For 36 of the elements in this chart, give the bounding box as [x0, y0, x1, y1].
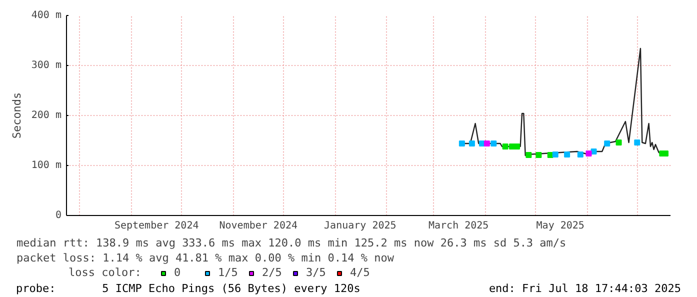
point	[468, 140, 475, 146]
y-tick-label: 200 m	[31, 110, 62, 121]
text: probe: 5 ICMP Echo Pings (56 Bytes) every 120s	[16, 282, 360, 296]
text: packet loss: 1.14 % avg 41.81 % max 0.00 % min 0.14 % now	[16, 252, 394, 264]
text: median rtt: 138.9 ms avg 333.6 ms max 120.0 ms min 125.2 ms now 26.3 ms sd 5.3 am/s	[16, 236, 566, 250]
legend-label: 2/5	[262, 266, 282, 279]
x-tick-label: May 2025	[536, 220, 584, 232]
y-tick-label: 400 m	[31, 10, 62, 21]
y-tick-label: 300 m	[31, 60, 62, 71]
y-tick-label: 0	[55, 210, 62, 221]
legend-label: 0	[174, 266, 182, 279]
point	[526, 152, 532, 158]
point	[536, 152, 542, 158]
legend-label: 4/5	[350, 266, 370, 279]
point	[586, 150, 592, 156]
point	[552, 152, 558, 158]
text: end: Fri Jul 18 17:44:03 2025	[488, 282, 681, 296]
point	[484, 140, 490, 146]
x-tick-label: January 2025	[324, 220, 396, 232]
x-tick-label: November 2024	[219, 220, 298, 232]
point	[590, 148, 597, 154]
point	[634, 140, 640, 146]
y-tick-label: 100 m	[31, 160, 62, 171]
x-tick-label: September 2024	[114, 220, 199, 232]
x-tick-label: March 2025	[428, 220, 489, 232]
legend-title: loss color:	[68, 266, 142, 279]
point	[458, 140, 465, 146]
point	[502, 144, 508, 150]
legend-label: 3/5	[306, 266, 326, 279]
point	[490, 140, 497, 146]
point	[564, 152, 570, 158]
point	[616, 140, 622, 146]
point	[604, 140, 610, 146]
legend-label: 1/5	[218, 266, 238, 279]
point	[577, 152, 584, 158]
y-axis-title: Seconds	[10, 92, 24, 139]
